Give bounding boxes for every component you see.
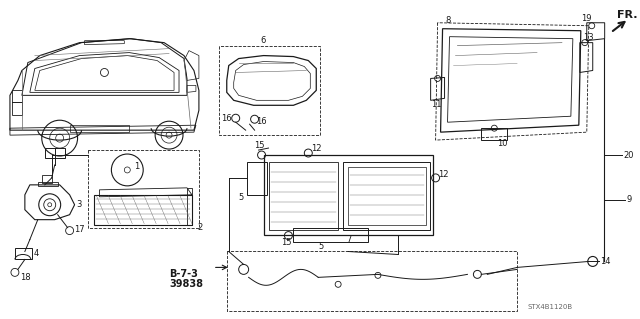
Text: STX4B1120B: STX4B1120B: [527, 304, 572, 310]
Text: 16: 16: [221, 114, 232, 123]
Text: 13: 13: [583, 33, 593, 42]
Text: 2: 2: [197, 223, 202, 232]
Text: 3: 3: [77, 200, 82, 209]
Text: 19: 19: [581, 14, 591, 23]
Text: 8: 8: [445, 16, 451, 25]
Text: 1: 1: [134, 162, 140, 171]
Text: 16: 16: [257, 117, 268, 126]
Text: 15: 15: [282, 238, 292, 247]
Text: 7: 7: [346, 235, 351, 244]
Text: 11: 11: [431, 100, 441, 109]
Text: 5: 5: [318, 242, 323, 251]
Text: 18: 18: [20, 273, 31, 282]
Text: 14: 14: [600, 257, 610, 266]
Text: 12: 12: [311, 144, 322, 152]
Text: 4: 4: [34, 249, 39, 258]
Text: 6: 6: [260, 36, 266, 45]
Text: 12: 12: [438, 170, 449, 179]
Text: 10: 10: [497, 138, 508, 148]
Text: FR.: FR.: [616, 10, 637, 20]
Text: 9: 9: [627, 195, 632, 204]
Text: 15: 15: [253, 141, 264, 150]
Text: 39838: 39838: [169, 279, 203, 289]
Text: 5: 5: [239, 193, 244, 202]
Text: 20: 20: [623, 151, 634, 160]
Text: 17: 17: [75, 225, 85, 234]
Text: B-7-3: B-7-3: [169, 270, 198, 279]
